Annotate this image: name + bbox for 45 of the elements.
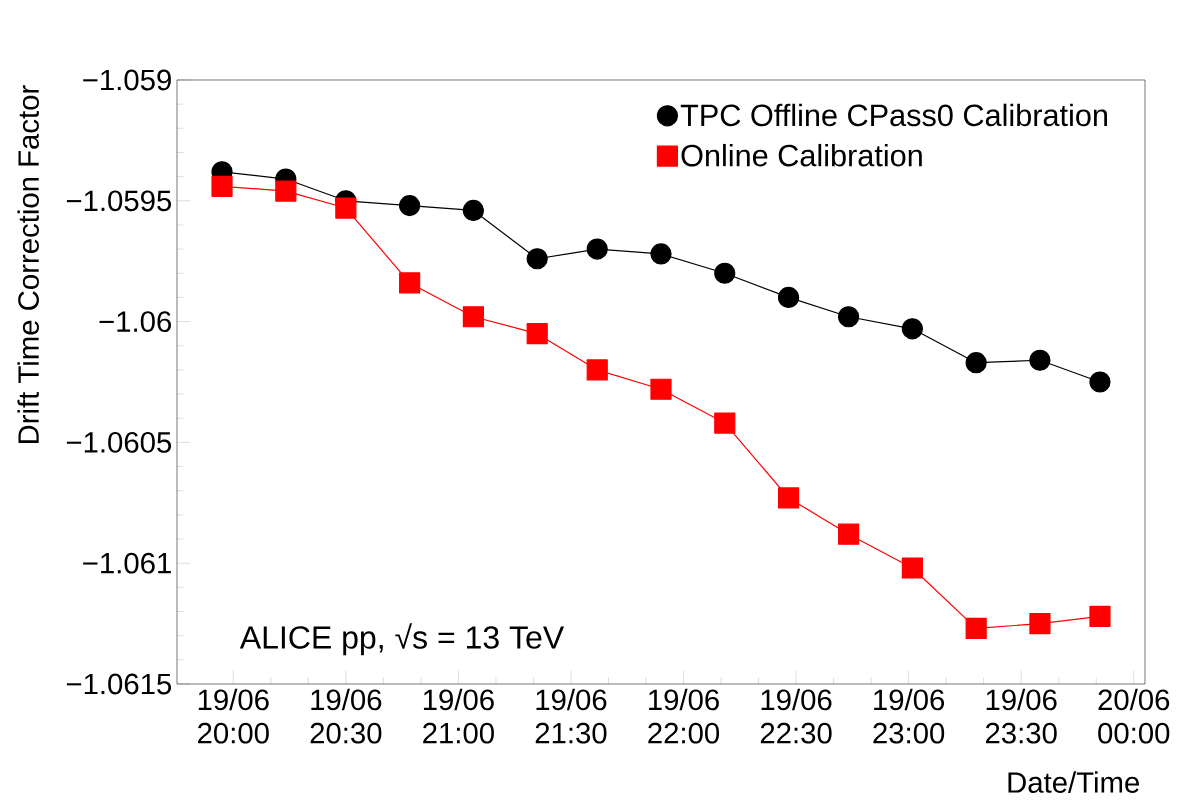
point (211, 175, 233, 197)
point (777, 487, 800, 509)
point (838, 306, 860, 328)
point (1089, 605, 1111, 627)
y-axis-title: Drift Time Correction Factor (17, 85, 39, 444)
point (526, 248, 548, 270)
point (275, 180, 297, 202)
point (714, 262, 736, 284)
x-tick-label: 19/06 20:30 (310, 688, 382, 744)
point (399, 195, 421, 217)
point (650, 378, 672, 400)
point (335, 197, 357, 219)
point (399, 272, 421, 294)
point (901, 318, 923, 340)
y-tick-label: −1.0595 (66, 190, 172, 212)
x-tick-label: 19/06 23:30 (985, 688, 1057, 744)
point (586, 359, 608, 381)
point (777, 286, 800, 309)
point (838, 523, 860, 545)
x-tick-label: 19/06 21:00 (423, 688, 494, 744)
annotation: ALICE pp, √s = 13 TeV (239, 623, 565, 656)
x-tick-label: 19/06 21:30 (535, 688, 607, 744)
point (714, 412, 736, 434)
point (462, 306, 484, 328)
y-tick-label: −1.0615 (66, 673, 172, 695)
x-tick-label: 19/06 20:00 (198, 688, 269, 744)
point (586, 238, 608, 260)
y-tick-label: −1.0605 (66, 431, 172, 453)
legend-label: TPC Offline CPass0 Calibration (680, 103, 1107, 127)
legend-label: Online Calibration (681, 143, 922, 167)
y-tick-label: −1.059 (83, 69, 171, 91)
point (965, 617, 987, 640)
point (526, 323, 548, 345)
x-tick-label: 20/06 00:00 (1098, 688, 1170, 744)
point (901, 557, 923, 579)
x-tick-label: 19/06 22:30 (760, 688, 832, 744)
point (462, 199, 484, 222)
point (1089, 371, 1111, 393)
y-tick-label: −1.06 (99, 311, 172, 332)
point (650, 243, 672, 265)
point (965, 352, 987, 374)
y-tick-label: −1.061 (83, 552, 171, 574)
x-tick-label: 19/06 23:00 (873, 688, 945, 744)
x-axis-title: Date/Time (1008, 771, 1139, 793)
x-tick-label: 19/06 22:00 (648, 688, 720, 744)
